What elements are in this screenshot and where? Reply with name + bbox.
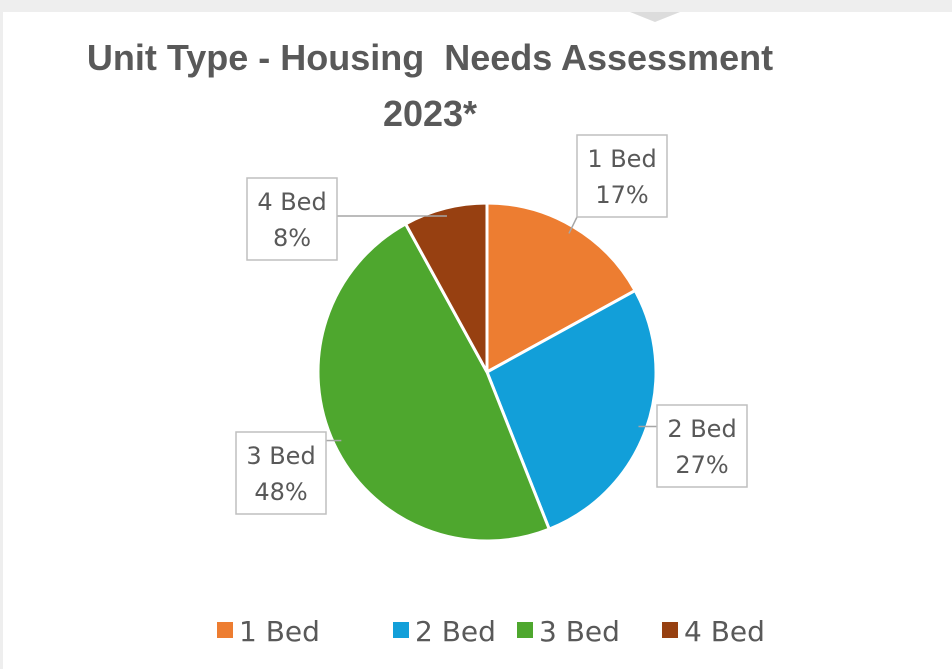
pie-slice [316, 221, 552, 543]
chart-title: Unit Type - Housing Needs Assessment 202… [86, 37, 784, 134]
legend-swatch [662, 622, 678, 638]
legend-label: 3 Bed [539, 615, 620, 648]
data-label-category: 3 Bed [246, 442, 315, 470]
data-label-value: 17% [595, 181, 648, 209]
legend-label: 4 Bed [684, 615, 765, 648]
legend-swatch [393, 622, 409, 638]
pie-slice [403, 201, 489, 373]
data-label-value: 48% [254, 478, 307, 506]
data-label: 1 Bed 17% [587, 145, 656, 209]
legend-swatch [217, 622, 233, 638]
decoration [630, 12, 680, 22]
leader-line [568, 216, 578, 234]
data-label-value: 8% [273, 224, 311, 252]
pie-slice [485, 288, 658, 532]
legend-label: 2 Bed [415, 615, 496, 648]
data-label-box [246, 177, 338, 261]
data-label-category: 2 Bed [667, 415, 736, 443]
data-label: 3 Bed 48% [246, 442, 315, 506]
data-label: 2 Bed 27% [667, 415, 736, 479]
data-label-box [235, 431, 327, 515]
legend-label: 1 Bed [239, 615, 320, 648]
data-label-box [656, 404, 748, 488]
data-label-box [576, 134, 668, 218]
data-label: 4 Bed 8% [257, 188, 326, 252]
legend-swatch [517, 622, 533, 638]
data-label-category: 4 Bed [257, 188, 326, 216]
data-label-value: 27% [675, 451, 728, 479]
data-label-category: 1 Bed [587, 145, 656, 173]
